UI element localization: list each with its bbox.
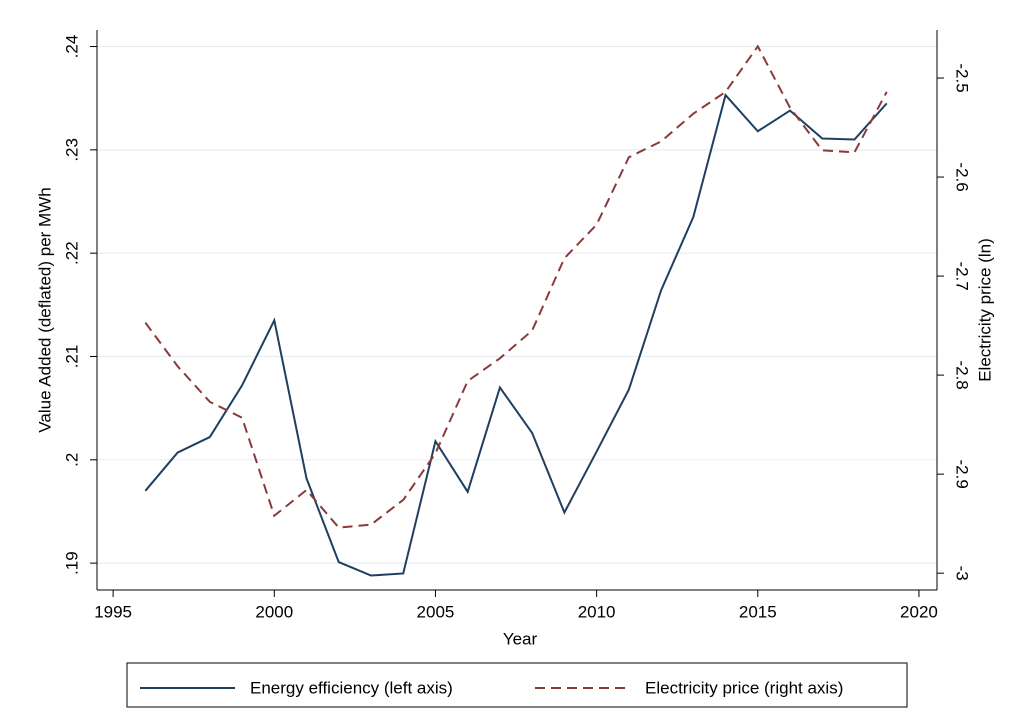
- x-tick-label: 2000: [255, 602, 293, 621]
- x-tick-label: 2005: [417, 602, 455, 621]
- x-tick-label: 2010: [578, 602, 616, 621]
- y2-tick-label: -2.5: [953, 63, 972, 92]
- y2-tick-label: -2.8: [953, 360, 972, 389]
- y-tick-label: .21: [62, 345, 81, 369]
- y2-tick-label: -2.9: [953, 459, 972, 488]
- y2-axis-title: Electricity price (ln): [975, 238, 994, 382]
- y-axis-title: Value Added (deflated) per MWh: [35, 187, 54, 432]
- legend-label: Electricity price (right axis): [645, 678, 843, 697]
- x-tick-label: 2020: [900, 602, 938, 621]
- x-axis-title: Year: [503, 629, 538, 648]
- y-tick-label: .2: [62, 453, 81, 467]
- y-tick-label: .19: [62, 551, 81, 575]
- x-tick-label: 2015: [739, 602, 777, 621]
- series-line: [144, 93, 888, 577]
- y2-tick-label: -2.7: [953, 261, 972, 290]
- y2-tick-label: -2.6: [953, 162, 972, 191]
- legend-label: Energy efficiency (left axis): [250, 678, 453, 697]
- y2-tick-label: -3: [953, 566, 972, 581]
- series-line: [144, 44, 888, 529]
- x-tick-label: 1995: [94, 602, 132, 621]
- y-tick-label: .24: [62, 35, 81, 59]
- legend-box: [126, 662, 908, 708]
- y-tick-label: .22: [62, 241, 81, 265]
- y-tick-label: .23: [62, 138, 81, 162]
